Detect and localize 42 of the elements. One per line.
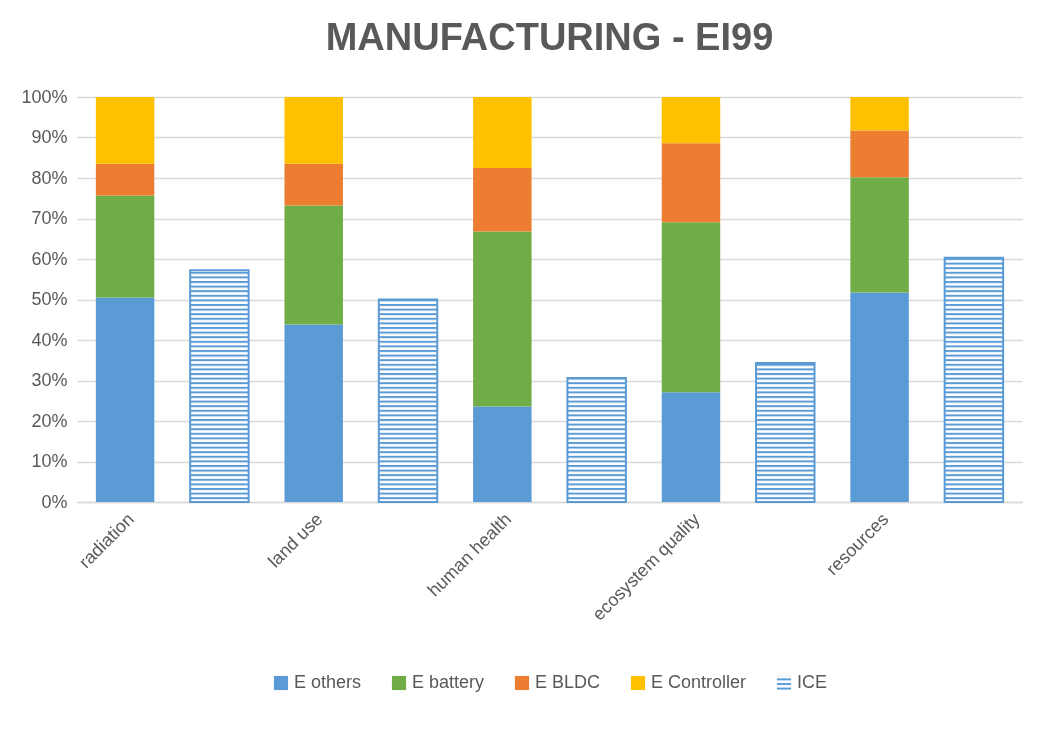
bar	[284, 97, 343, 164]
y-tick-label: 20%	[31, 410, 68, 431]
legend-label: E others	[294, 672, 362, 692]
y-tick-label: 70%	[31, 208, 68, 228]
bar	[284, 205, 343, 325]
legend-label: E battery	[412, 672, 485, 692]
bar	[661, 222, 721, 393]
legend-label: ICE	[797, 672, 828, 692]
chart-title: MANUFACTURING - EI99	[325, 16, 774, 58]
bar	[284, 163, 343, 206]
y-tick-label: 30%	[31, 370, 68, 390]
bar	[95, 163, 155, 196]
bar	[755, 362, 816, 503]
bar	[661, 143, 721, 223]
bar	[473, 406, 532, 502]
y-tick-label: 10%	[31, 451, 68, 471]
bar	[284, 324, 343, 502]
bar	[189, 269, 250, 503]
bar	[95, 297, 155, 502]
bar	[850, 292, 909, 502]
bar	[850, 97, 909, 131]
bar	[661, 392, 721, 502]
bar	[473, 97, 532, 168]
legend-label: E Controller	[651, 672, 747, 692]
bar	[473, 231, 532, 407]
y-tick-label: 100%	[21, 86, 68, 107]
bar	[377, 298, 439, 503]
bar	[95, 97, 155, 164]
y-tick-label: 40%	[31, 329, 68, 350]
bar	[473, 167, 532, 232]
bar	[943, 256, 1005, 503]
bar	[850, 177, 909, 293]
y-tick-label: 90%	[31, 127, 68, 147]
y-tick-label: 0%	[41, 491, 68, 512]
y-tick-label: 80%	[31, 167, 68, 188]
legend-label: E BLDC	[535, 672, 601, 692]
y-tick-label: 50%	[31, 289, 68, 309]
bar	[95, 195, 155, 298]
bar	[661, 97, 721, 144]
bar	[850, 130, 909, 178]
y-tick-label: 60%	[31, 248, 68, 269]
bar	[566, 377, 627, 503]
